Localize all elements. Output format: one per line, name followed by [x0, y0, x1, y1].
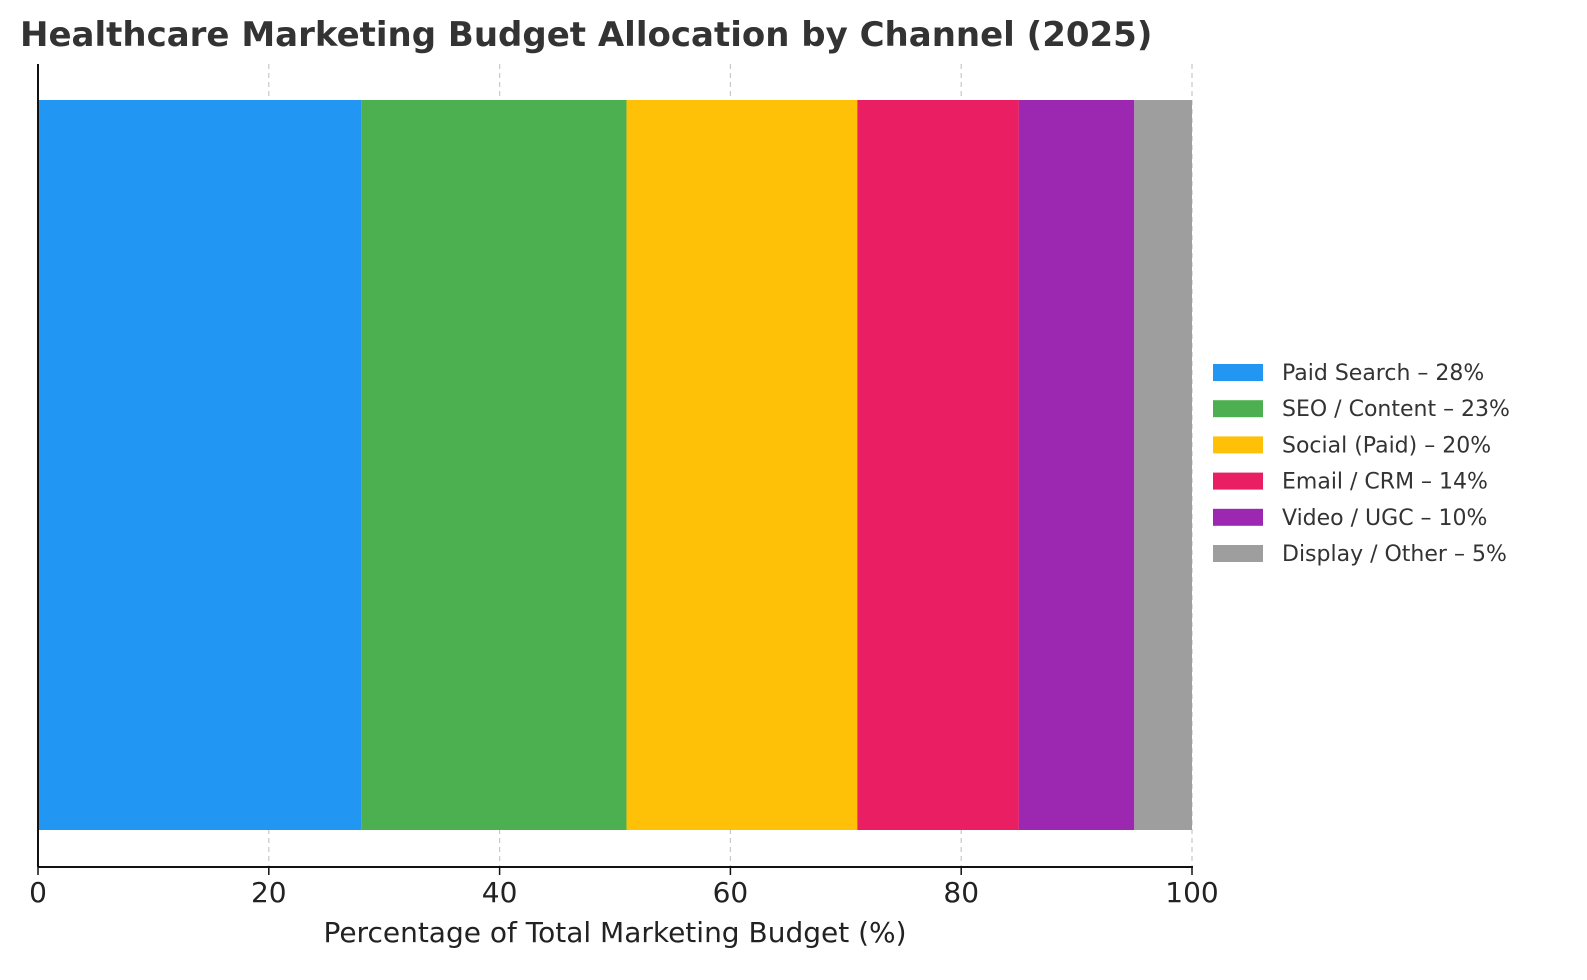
legend-label: Social (Paid) – 20%	[1282, 433, 1491, 458]
legend-label: Display / Other – 5%	[1282, 542, 1507, 567]
legend-label: Paid Search – 28%	[1282, 361, 1484, 386]
x-tick-label: 100	[1165, 876, 1218, 909]
axes	[37, 64, 1193, 868]
x-tick-label: 80	[943, 876, 979, 909]
bar-segment	[626, 100, 858, 830]
x-tick-label: 0	[29, 876, 47, 909]
x-tick-label: 40	[482, 876, 518, 909]
bar-segment	[1134, 100, 1192, 830]
legend-swatch	[1213, 545, 1263, 562]
x-tick-label: 60	[713, 876, 749, 909]
chart-title: Healthcare Marketing Budget Allocation b…	[20, 15, 1152, 55]
legend-label: Video / UGC – 10%	[1282, 506, 1487, 531]
stacked-bar	[38, 100, 1192, 830]
bar-segment	[857, 100, 1019, 830]
bar-segment	[38, 100, 362, 830]
legend-swatch	[1213, 364, 1263, 381]
x-tick-label: 20	[251, 876, 287, 909]
legend-swatch	[1213, 472, 1263, 490]
legend-label: SEO / Content – 23%	[1282, 397, 1510, 422]
bar-segment	[361, 100, 627, 830]
legend-swatch	[1213, 436, 1263, 454]
x-ticks: 0 20 40 60 80 100	[29, 867, 1219, 909]
x-axis-label: Percentage of Total Marketing Budget (%)	[323, 916, 906, 949]
legend: Paid Search – 28% SEO / Content – 23% Soci…	[1213, 361, 1510, 567]
legend-swatch	[1213, 508, 1263, 526]
legend-label: Email / CRM – 14%	[1282, 470, 1488, 495]
legend-swatch	[1213, 400, 1263, 418]
bar-segment	[1018, 100, 1135, 830]
